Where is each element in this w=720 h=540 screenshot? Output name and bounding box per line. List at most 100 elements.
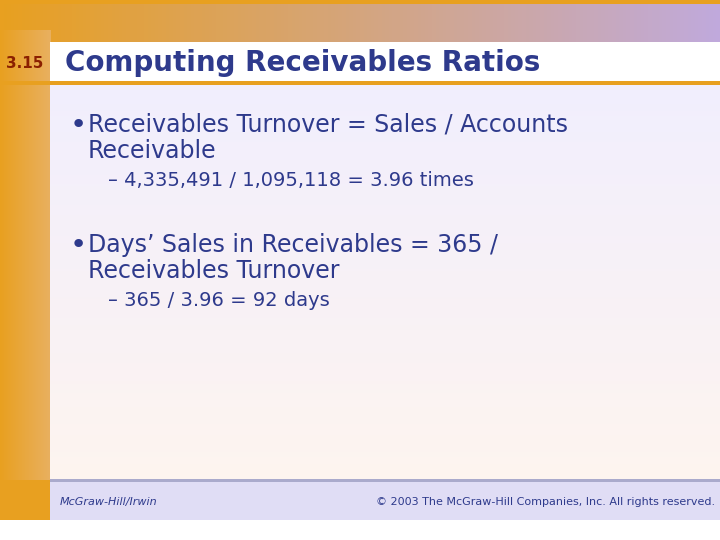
Bar [50, 510, 720, 513]
Bar [86, 0, 91, 50]
Bar [328, 0, 332, 50]
Bar [50, 153, 720, 156]
Bar [4, 0, 8, 50]
Bar [446, 0, 451, 50]
Bar [97, 0, 102, 50]
Bar [39, 30, 40, 520]
Bar [662, 0, 667, 50]
Bar [11, 30, 12, 520]
Bar [644, 0, 649, 50]
Bar [50, 148, 720, 151]
Bar [306, 0, 310, 50]
Bar [342, 0, 346, 50]
Bar [15, 30, 17, 520]
Bar [50, 120, 720, 123]
Bar [50, 139, 720, 141]
Bar [14, 0, 19, 50]
Bar [385, 0, 390, 50]
Bar [35, 30, 37, 520]
Bar [20, 30, 22, 520]
Bar [50, 116, 720, 118]
Bar [50, 184, 720, 186]
Bar [691, 0, 696, 50]
Bar [212, 0, 217, 50]
Bar [50, 320, 720, 322]
Bar [695, 0, 699, 50]
Bar [558, 0, 562, 50]
Bar [22, 30, 24, 520]
Bar [50, 207, 720, 210]
Text: •: • [70, 111, 87, 139]
Bar [18, 0, 22, 50]
Bar [432, 0, 436, 50]
Bar [367, 0, 372, 50]
Bar [479, 0, 483, 50]
Bar [652, 0, 656, 50]
Bar [50, 517, 720, 520]
Bar [320, 0, 325, 50]
Bar [641, 0, 645, 50]
Bar [50, 461, 720, 464]
Bar [27, 30, 29, 520]
Bar [50, 165, 720, 167]
Bar [50, 163, 720, 165]
Bar [392, 0, 397, 50]
Bar [50, 468, 720, 471]
Bar [148, 0, 152, 50]
Bar [50, 289, 720, 292]
Bar [50, 334, 720, 337]
Bar [50, 508, 720, 511]
Bar [50, 66, 720, 69]
Bar [50, 480, 720, 520]
Bar [421, 0, 426, 50]
Bar [50, 106, 720, 109]
Bar [50, 350, 720, 353]
Bar [25, 30, 27, 520]
Bar [50, 374, 720, 377]
Bar [50, 52, 720, 55]
Bar [205, 0, 210, 50]
Bar [50, 306, 720, 308]
Bar [50, 303, 720, 306]
Bar [43, 0, 48, 50]
Bar [50, 435, 720, 438]
Bar [241, 0, 246, 50]
Bar [50, 310, 720, 313]
Bar [50, 360, 720, 362]
Bar [680, 0, 685, 50]
Bar [50, 367, 720, 369]
Bar [50, 245, 720, 247]
Bar [677, 0, 681, 50]
Bar [400, 0, 404, 50]
Bar [50, 414, 720, 416]
Bar [50, 287, 720, 289]
Bar [50, 146, 720, 148]
Bar [245, 0, 249, 50]
Bar [565, 0, 570, 50]
Bar [266, 0, 271, 50]
Bar [0, 0, 4, 50]
Bar [50, 240, 720, 242]
Bar [50, 327, 720, 329]
Bar [50, 294, 720, 297]
Bar [50, 181, 720, 184]
Bar [50, 273, 720, 275]
Bar [572, 0, 577, 50]
Text: Receivables Turnover = Sales / Accounts: Receivables Turnover = Sales / Accounts [88, 113, 568, 137]
Bar [36, 0, 40, 50]
Bar [302, 0, 307, 50]
Bar [50, 472, 720, 475]
Bar [50, 219, 720, 221]
Bar [50, 235, 720, 238]
Bar [659, 0, 663, 50]
Bar [46, 30, 48, 520]
Bar [166, 0, 170, 50]
Bar [50, 390, 720, 393]
Bar [522, 0, 526, 50]
Bar [713, 0, 717, 50]
Bar [403, 0, 408, 50]
Bar [47, 0, 51, 50]
Bar [112, 0, 116, 50]
Bar [24, 30, 25, 520]
Bar [346, 0, 350, 50]
